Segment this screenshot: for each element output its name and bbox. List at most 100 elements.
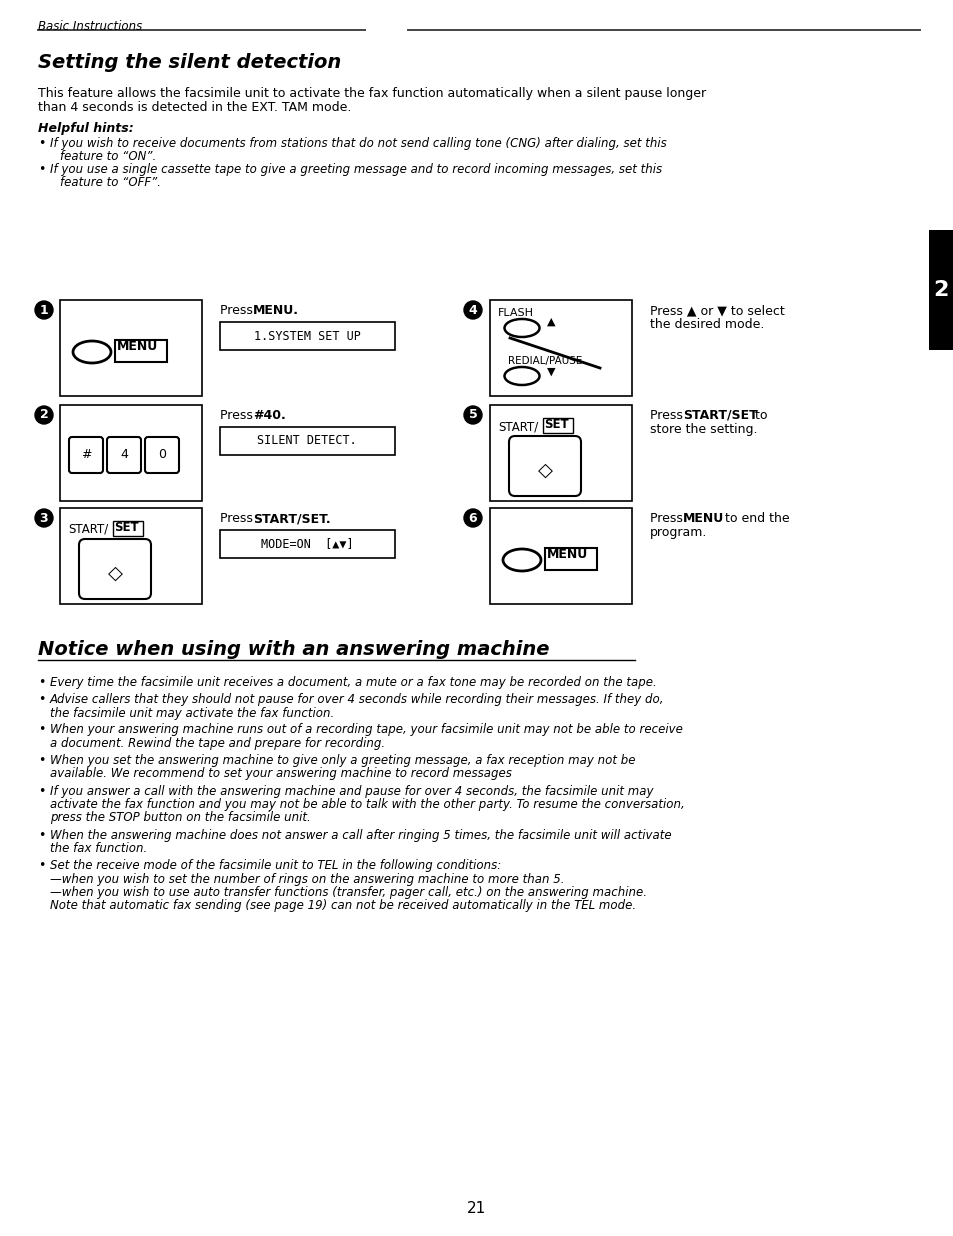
Text: START/SET: START/SET [682,409,757,421]
Circle shape [35,509,53,527]
Text: MENU: MENU [546,548,588,561]
Text: •: • [38,163,46,176]
Ellipse shape [73,341,111,363]
Text: FLASH: FLASH [497,308,534,318]
Bar [60,405,202,501]
Text: Setting the silent detection: Setting the silent detection [38,53,341,72]
Text: Press ▲ or ▼ to select: Press ▲ or ▼ to select [649,304,784,316]
Text: If you answer a call with the answering machine and pause for over 4 seconds, th: If you answer a call with the answering … [50,785,653,797]
Text: 2: 2 [932,281,947,300]
Text: Press: Press [220,304,256,316]
Text: 3: 3 [40,512,49,524]
Text: SET: SET [113,522,138,534]
Bar [490,300,631,396]
Text: Basic Instructions: Basic Instructions [38,20,142,33]
Text: MENU: MENU [117,340,158,353]
Text: If you use a single cassette tape to give a greeting message and to record incom: If you use a single cassette tape to giv… [50,163,661,176]
Circle shape [463,302,481,319]
Text: ◇: ◇ [537,461,552,480]
Text: 0: 0 [158,449,166,461]
FancyBboxPatch shape [79,539,151,599]
Bar [220,323,395,350]
Text: feature to “OFF”.: feature to “OFF”. [60,176,161,189]
Text: •: • [38,754,46,768]
Text: •: • [38,828,46,842]
Text: available. We recommend to set your answering machine to record messages: available. We recommend to set your answ… [50,768,512,780]
Text: •: • [38,785,46,797]
FancyBboxPatch shape [509,436,580,496]
Bar [115,340,167,362]
Text: 1.SYSTEM SET UP: 1.SYSTEM SET UP [253,330,360,342]
Text: Press: Press [220,409,256,421]
Text: When you set the answering machine to give only a greeting message, a fax recept: When you set the answering machine to gi… [50,754,635,768]
Text: START/SET.: START/SET. [253,512,331,525]
Text: •: • [38,693,46,706]
Circle shape [35,302,53,319]
Text: MENU.: MENU. [253,304,298,316]
Text: #40.: #40. [253,409,286,421]
Text: 2: 2 [40,409,49,421]
Text: Press: Press [649,512,686,525]
Text: •: • [38,676,46,688]
Text: Every time the facsimile unit receives a document, a mute or a fax tone may be r: Every time the facsimile unit receives a… [50,676,656,688]
Text: MODE=ON  [▲▼]: MODE=ON [▲▼] [260,538,353,550]
Text: —when you wish to set the number of rings on the answering machine to more than : —when you wish to set the number of ring… [50,873,564,885]
Text: program.: program. [649,527,706,539]
Text: MENU: MENU [682,512,723,525]
Text: If you wish to receive documents from stations that do not send calling tone (CN: If you wish to receive documents from st… [50,137,666,150]
Text: 6: 6 [468,512,476,524]
Text: 4: 4 [468,304,476,316]
Text: 21: 21 [467,1201,486,1216]
Text: 5: 5 [468,409,476,421]
FancyBboxPatch shape [69,438,103,473]
Bar [490,405,631,501]
Text: Advise callers that they should not pause for over 4 seconds while recording the: Advise callers that they should not paus… [50,693,664,706]
Bar [220,426,395,455]
Text: •: • [38,137,46,150]
Circle shape [35,405,53,424]
Circle shape [463,509,481,527]
Bar [490,508,631,604]
Text: —when you wish to use auto transfer functions (transfer, pager call, etc.) on th: —when you wish to use auto transfer func… [50,886,646,899]
FancyBboxPatch shape [145,438,179,473]
Text: START/: START/ [68,523,108,536]
Text: SILENT DETECT.: SILENT DETECT. [257,435,356,447]
Bar [220,530,395,557]
Text: Note that automatic fax sending (see page 19) can not be received automatically : Note that automatic fax sending (see pag… [50,900,636,912]
Text: #: # [81,449,91,461]
Bar [60,300,202,396]
Text: When your answering machine runs out of a recording tape, your facsimile unit ma: When your answering machine runs out of … [50,723,682,737]
Text: to end the: to end the [720,512,789,525]
Text: •: • [38,723,46,737]
Bar [60,508,202,604]
Text: ▼: ▼ [546,367,555,377]
Ellipse shape [504,367,539,384]
Text: Press: Press [649,409,686,421]
Bar [542,418,573,433]
Text: 4: 4 [120,449,128,461]
Text: the facsimile unit may activate the fax function.: the facsimile unit may activate the fax … [50,707,334,719]
Bar [544,548,597,570]
Text: feature to “ON”.: feature to “ON”. [60,150,156,163]
Text: ◇: ◇ [108,564,122,582]
Text: store the setting.: store the setting. [649,423,757,436]
Ellipse shape [504,319,539,337]
Text: activate the fax function and you may not be able to talk with the other party. : activate the fax function and you may no… [50,798,684,811]
Text: 1: 1 [40,304,49,316]
Circle shape [463,405,481,424]
Text: Press: Press [220,512,256,525]
Text: the desired mode.: the desired mode. [649,318,763,331]
Text: ▲: ▲ [546,316,555,328]
Ellipse shape [502,549,540,571]
Text: START/: START/ [497,420,537,433]
Text: When the answering machine does not answer a call after ringing 5 times, the fac: When the answering machine does not answ… [50,828,671,842]
Bar [112,522,143,536]
FancyBboxPatch shape [107,438,141,473]
Text: Notice when using with an answering machine: Notice when using with an answering mach… [38,640,549,659]
Text: REDIAL/PAUSE: REDIAL/PAUSE [507,356,581,366]
Text: than 4 seconds is detected in the EXT. TAM mode.: than 4 seconds is detected in the EXT. T… [38,101,351,114]
Text: to: to [750,409,767,421]
Text: Set the receive mode of the facsimile unit to TEL in the following conditions:: Set the receive mode of the facsimile un… [50,859,500,873]
Text: the fax function.: the fax function. [50,842,147,855]
Text: press the STOP button on the facsimile unit.: press the STOP button on the facsimile u… [50,812,311,824]
